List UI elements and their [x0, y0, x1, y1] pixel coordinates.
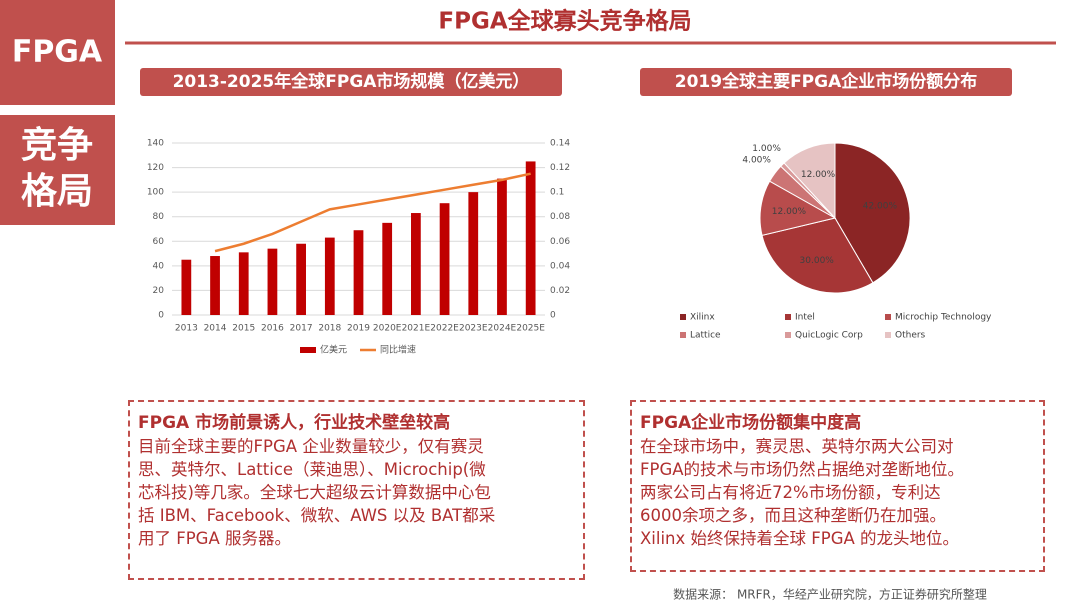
chart-title: 2013-2025年全球FPGA市场规模（亿美元）	[173, 71, 530, 92]
y2-tick-label: 0.12	[550, 163, 570, 173]
pie-label: 12.00%	[772, 207, 807, 217]
legend-swatch	[885, 314, 891, 320]
box-line: 6000余项之多，而且这种垄断仍在加强。	[640, 506, 946, 525]
box-body: 目前全球主要的FPGA 企业数量较少，仅有赛灵 思、英特尔、Lattice（莱迪思…	[138, 435, 575, 550]
legend-label: 亿美元	[320, 344, 347, 356]
pie-slice	[761, 217, 874, 294]
box-line: 在全球市场中，赛灵思、英特尔两大公司对	[640, 437, 954, 456]
bar	[210, 256, 220, 315]
bar	[468, 192, 479, 315]
box-line: Xilinx 始终保持着全球 FPGA 的龙头地位。	[640, 529, 960, 548]
pie-label: 42.00%	[863, 201, 898, 211]
text-box: FPGA 市场前景诱人，行业技术壁垒较高 目前全球主要的FPGA 企业数量较少，…	[128, 400, 585, 580]
y2-tick-label: 0.02	[550, 286, 570, 296]
box-line: FPGA的技术与市场仍然占据绝对垄断地位。	[640, 460, 965, 479]
box-heading: FPGA企业市场份额集中度高	[640, 413, 862, 433]
x-tick-label: 2025E	[516, 324, 545, 334]
y-tick-label: 100	[147, 188, 164, 198]
bar	[497, 178, 507, 315]
pie-label: 1.00%	[752, 144, 781, 154]
tag2-box	[0, 115, 115, 225]
bar	[411, 213, 421, 315]
chart-title: 2019全球主要FPGA企业市场份额分布	[675, 71, 978, 92]
bar	[353, 230, 364, 315]
y2-tick-label: 0	[550, 311, 556, 321]
tag2: 竞争格局	[21, 125, 93, 212]
x-tick-label: 2014	[204, 324, 227, 334]
x-tick-label: 2017	[290, 324, 313, 334]
source: 数据来源： MRFR，华经产业研究院，方正证券研究所整理	[673, 587, 987, 602]
box-heading: FPGA 市场前景诱人，行业技术壁垒较高	[138, 413, 451, 433]
y2-tick-label: 0.14	[550, 139, 570, 149]
legend-label: Intel	[795, 313, 815, 323]
slide-title: FPGA全球寡头竞争格局	[438, 8, 691, 35]
x-tick-label: 2021E	[402, 324, 431, 334]
legend-label: Xilinx	[690, 313, 715, 323]
legend-swatch	[785, 314, 791, 320]
pie-label: 30.00%	[800, 256, 835, 266]
bar	[238, 252, 249, 315]
bar	[267, 248, 278, 315]
y-tick-label: 80	[153, 212, 165, 222]
y-tick-label: 20	[153, 286, 165, 296]
legend-swatch	[680, 314, 686, 320]
legend-swatch	[300, 347, 316, 353]
pie-slice	[783, 142, 836, 220]
line	[214, 172, 531, 253]
x-tick-label: 2020E	[373, 324, 402, 334]
box-line: 芯科技)等几家。全球七大超级云计算数据中心包	[138, 483, 491, 502]
x-tick-label: 2024E	[488, 324, 517, 334]
y-tick-label: 120	[147, 163, 164, 173]
pie-label: 4.00%	[742, 155, 771, 165]
legend-swatch	[885, 332, 891, 338]
box-line: 两家公司占有将近72%市场份额，专利达	[640, 483, 941, 502]
box-line: 括 IBM、Facebook、微软、AWS 以及 BAT都采	[138, 506, 496, 525]
legend-label: Microchip Technology	[895, 313, 992, 323]
pie-label: 12.00%	[801, 170, 836, 180]
bar	[525, 161, 536, 315]
x-tick-label: 2023E	[459, 324, 488, 334]
x-tick-label: 2018	[318, 324, 341, 334]
legend-label: Others	[895, 331, 926, 341]
y-tick-label: 40	[153, 261, 165, 271]
chart-banner	[640, 68, 1012, 96]
box-line: 用了 FPGA 服务器。	[138, 529, 292, 548]
y-tick-label: 0	[158, 311, 164, 321]
tag: FPGA	[12, 35, 103, 70]
y2-tick-label: 0.08	[550, 212, 570, 222]
legend-swatch	[680, 332, 686, 338]
y-tick-label: 60	[153, 237, 165, 247]
bar	[181, 259, 192, 315]
bar	[324, 237, 335, 315]
x-tick-label: 2019	[347, 324, 370, 334]
x-tick-label: 2022E	[430, 324, 459, 334]
y-tick-label: 140	[147, 139, 164, 149]
pie-slice	[834, 142, 911, 284]
legend-label: QuicLogic Corp	[795, 331, 863, 341]
y2-tick-label: 0.04	[550, 261, 570, 271]
chart-banner	[140, 68, 562, 96]
x-tick-label: 2013	[175, 324, 198, 334]
bar	[439, 203, 450, 315]
box-body: 在全球市场中，赛灵思、英特尔两大公司对 FPGA的技术与市场仍然占据绝对垄断地位。…	[640, 435, 1035, 550]
legend-swatch	[785, 332, 791, 338]
legend-label: 同比增速	[380, 344, 416, 356]
x-tick-label: 2015	[232, 324, 255, 334]
y2-tick-label: 0.1	[550, 188, 564, 198]
legend-label: Lattice	[690, 331, 721, 341]
bar	[382, 222, 393, 315]
box-line: 思、英特尔、Lattice（莱迪思）、Microchip(微	[138, 460, 486, 479]
bar	[296, 243, 306, 315]
y2-tick-label: 0.06	[550, 237, 570, 247]
x-tick-label: 2016	[261, 324, 284, 334]
text-box: FPGA企业市场份额集中度高 在全球市场中，赛灵思、英特尔两大公司对 FPGA的技…	[630, 400, 1045, 572]
box-line: 目前全球主要的FPGA 企业数量较少，仅有赛灵	[138, 437, 484, 456]
tag-box	[0, 0, 115, 105]
